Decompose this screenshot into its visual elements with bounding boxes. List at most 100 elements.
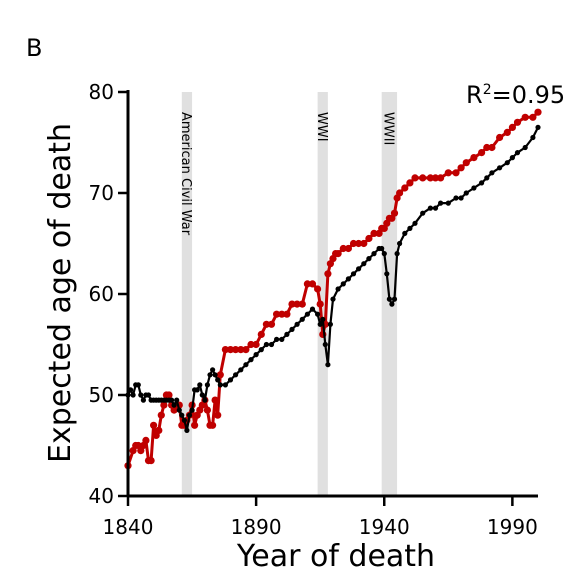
r-squared-annotation: R2=0.95 bbox=[466, 81, 565, 109]
y-axis-title: Expected age of death bbox=[43, 123, 78, 463]
data-point bbox=[252, 340, 260, 349]
data-point bbox=[308, 280, 317, 288]
data-point bbox=[432, 205, 439, 211]
data-point bbox=[189, 407, 195, 413]
event-label: WWII bbox=[380, 112, 395, 145]
data-point bbox=[335, 286, 341, 292]
data-point bbox=[503, 128, 511, 136]
data-point bbox=[289, 326, 295, 332]
data-point bbox=[211, 396, 219, 404]
data-point bbox=[262, 320, 270, 328]
data-point bbox=[514, 150, 521, 156]
data-point bbox=[191, 421, 199, 429]
data-point bbox=[181, 417, 187, 423]
data-point bbox=[202, 397, 208, 403]
data-point bbox=[176, 407, 182, 413]
data-point bbox=[407, 225, 413, 231]
data-point bbox=[299, 316, 305, 322]
data-point bbox=[320, 316, 326, 322]
data-point bbox=[390, 209, 399, 217]
data-point bbox=[340, 281, 346, 287]
data-point bbox=[453, 195, 459, 201]
data-point bbox=[396, 189, 404, 197]
data-point bbox=[356, 266, 362, 272]
data-point bbox=[361, 261, 367, 267]
data-point bbox=[298, 300, 306, 308]
data-point bbox=[145, 392, 152, 398]
data-point bbox=[401, 184, 409, 192]
data-point bbox=[304, 311, 310, 317]
data-point bbox=[521, 113, 529, 121]
data-point bbox=[463, 190, 469, 196]
data-point bbox=[199, 392, 205, 398]
data-point bbox=[284, 331, 290, 337]
data-point bbox=[470, 154, 478, 162]
data-point bbox=[253, 352, 259, 358]
data-point bbox=[411, 174, 419, 182]
data-point bbox=[478, 149, 486, 157]
data-point bbox=[204, 382, 210, 388]
data-point bbox=[147, 457, 155, 465]
data-point bbox=[330, 296, 336, 302]
data-point bbox=[184, 427, 190, 433]
data-point bbox=[257, 330, 265, 338]
data-point bbox=[186, 412, 193, 418]
data-point bbox=[216, 371, 224, 379]
data-point bbox=[203, 406, 211, 414]
data-point bbox=[197, 382, 203, 388]
data-point bbox=[160, 401, 168, 409]
data-point bbox=[427, 205, 433, 211]
y-tick-label: 60 bbox=[89, 282, 114, 306]
data-point bbox=[226, 346, 235, 354]
event-band bbox=[317, 92, 328, 496]
data-point bbox=[522, 144, 528, 151]
data-point bbox=[504, 160, 510, 166]
data-point bbox=[457, 164, 465, 172]
data-point bbox=[155, 426, 163, 434]
data-point bbox=[215, 377, 221, 383]
data-point bbox=[263, 341, 269, 348]
data-point bbox=[535, 124, 541, 130]
data-point bbox=[169, 397, 175, 403]
data-point bbox=[445, 200, 451, 206]
data-point bbox=[268, 341, 275, 348]
data-point bbox=[194, 387, 200, 393]
x-tick-label: 1990 bbox=[487, 515, 538, 539]
data-point bbox=[381, 251, 387, 257]
series-layer bbox=[124, 108, 542, 470]
data-point bbox=[179, 412, 185, 418]
data-point bbox=[248, 357, 254, 363]
data-point bbox=[237, 346, 245, 354]
event-label: American Civil War bbox=[178, 112, 193, 236]
data-point bbox=[238, 367, 244, 373]
data-point bbox=[135, 382, 141, 388]
data-point bbox=[350, 271, 357, 277]
data-point bbox=[274, 336, 280, 342]
data-point bbox=[513, 118, 522, 126]
data-point bbox=[278, 310, 286, 318]
data-point bbox=[174, 397, 180, 403]
data-point bbox=[489, 170, 495, 176]
data-point bbox=[406, 179, 414, 187]
event-bands bbox=[181, 92, 398, 496]
data-point bbox=[247, 340, 255, 349]
data-point bbox=[355, 239, 363, 248]
series-0 bbox=[124, 108, 542, 470]
y-tick-label: 40 bbox=[89, 484, 114, 508]
data-point bbox=[420, 210, 426, 216]
data-point bbox=[157, 411, 165, 419]
x-tick-label: 1890 bbox=[231, 515, 282, 539]
data-point bbox=[344, 244, 352, 253]
data-point bbox=[508, 123, 516, 131]
data-point bbox=[294, 321, 300, 327]
data-point bbox=[496, 133, 504, 142]
data-point bbox=[258, 347, 264, 353]
data-point bbox=[479, 180, 485, 186]
data-point bbox=[227, 377, 234, 383]
data-point bbox=[484, 175, 490, 181]
data-point bbox=[458, 195, 464, 201]
data-point bbox=[431, 174, 440, 182]
data-point bbox=[360, 239, 368, 248]
data-point bbox=[288, 300, 296, 308]
